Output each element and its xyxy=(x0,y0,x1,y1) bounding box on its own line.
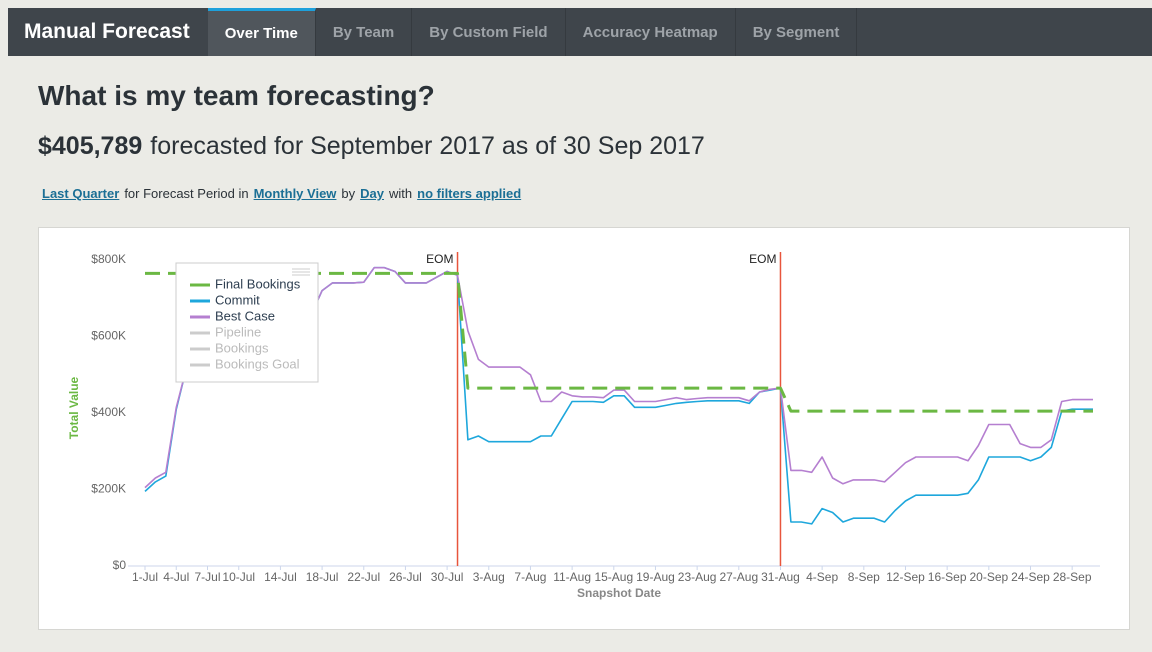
heading: What is my team forecasting? xyxy=(38,80,435,111)
x-tick-label: 10-Jul xyxy=(222,570,255,584)
x-tick-label: 7-Aug xyxy=(514,570,546,584)
amount: $405,789 xyxy=(38,132,143,160)
filter-span: Last Quarter xyxy=(42,186,119,201)
x-tick-label: 15-Aug xyxy=(594,570,633,584)
filter-text: with xyxy=(389,186,413,201)
x-tick-label: 22-Jul xyxy=(347,570,380,584)
x-tick-label: 20-Sep xyxy=(969,570,1008,584)
x-axis-label: Snapshot Date xyxy=(577,586,661,600)
filter-link[interactable]: Last Quarter xyxy=(42,186,120,201)
x-tick-label: 30-Jul xyxy=(431,570,464,584)
x-tick-label: 3-Aug xyxy=(473,570,505,584)
legend-label[interactable]: Pipeline xyxy=(215,324,261,339)
x-tick-label: 19-Aug xyxy=(636,570,675,584)
nav-bar: Manual Forecast Over Time By Team By Custo… xyxy=(8,8,1152,56)
legend-label[interactable]: Commit xyxy=(215,292,260,307)
legend-label[interactable]: Final Bookings xyxy=(215,276,301,291)
x-tick-label: 26-Jul xyxy=(389,570,422,584)
x-tick-label: 7-Jul xyxy=(194,570,220,584)
x-tick-label: 24-Sep xyxy=(1011,570,1050,584)
tab[interactable]: Over Time xyxy=(207,8,316,56)
eom-label: EOM xyxy=(426,252,453,266)
x-tick-label: 28-Sep xyxy=(1053,570,1092,584)
x-tick-label: 12-Sep xyxy=(886,570,925,584)
x-tick-label: 14-Jul xyxy=(264,570,297,584)
filter-text: for Forecast Period in xyxy=(124,186,249,201)
filter-span: Monthly View xyxy=(254,186,337,201)
y-tick-label: $0 xyxy=(113,558,127,572)
legend-box xyxy=(175,262,319,383)
y-tick-label: $600K xyxy=(91,329,126,343)
x-tick-label: 16-Sep xyxy=(928,570,967,584)
legend-label[interactable]: Best Case xyxy=(215,308,275,323)
filter-link[interactable]: Day xyxy=(360,186,385,201)
eom-label: EOM xyxy=(749,252,776,266)
filter-text: by xyxy=(341,186,356,201)
summary-text: forecasted for September 2017 as of 30 S… xyxy=(150,132,705,160)
x-tick-label: 27-Aug xyxy=(719,570,758,584)
summary: $405,789 forecasted for September 2017 as… xyxy=(38,132,705,161)
y-axis-label: Total Value xyxy=(67,376,81,439)
tab[interactable]: By Segment xyxy=(736,8,858,56)
tab[interactable]: By Team xyxy=(316,8,413,56)
x-tick-label: 31-Aug xyxy=(761,570,800,584)
series-line xyxy=(145,271,1093,413)
filter-span: Day xyxy=(360,186,384,201)
x-tick-label: 4-Jul xyxy=(163,570,189,584)
x-tick-label: 18-Jul xyxy=(306,570,339,584)
x-tick-label: 4-Sep xyxy=(806,570,838,584)
x-tick-label: 23-Aug xyxy=(678,570,717,584)
filter-link[interactable]: no filters applied xyxy=(417,186,522,201)
legend-label[interactable]: Bookings Goal xyxy=(215,356,300,371)
legend-label[interactable]: Bookings xyxy=(215,340,269,355)
tab[interactable]: Accuracy Heatmap xyxy=(566,8,736,56)
legend-menu xyxy=(292,268,310,276)
tab[interactable]: By Custom Field xyxy=(412,8,566,56)
y-tick-label: $400K xyxy=(91,405,126,419)
y-tick-label: $800K xyxy=(91,252,126,266)
y-tick-label: $200K xyxy=(91,482,126,496)
filter-link[interactable]: Monthly View xyxy=(253,186,337,201)
filter-line: Last Quarter for Forecast Period in Monthl… xyxy=(42,186,526,201)
filter-span: no filters applied xyxy=(417,186,521,201)
x-tick-label: 8-Sep xyxy=(848,570,880,584)
x-tick-label: 11-Aug xyxy=(553,570,591,584)
x-tick-label: 1-Jul xyxy=(132,570,158,584)
app-title: Manual Forecast xyxy=(24,20,190,43)
